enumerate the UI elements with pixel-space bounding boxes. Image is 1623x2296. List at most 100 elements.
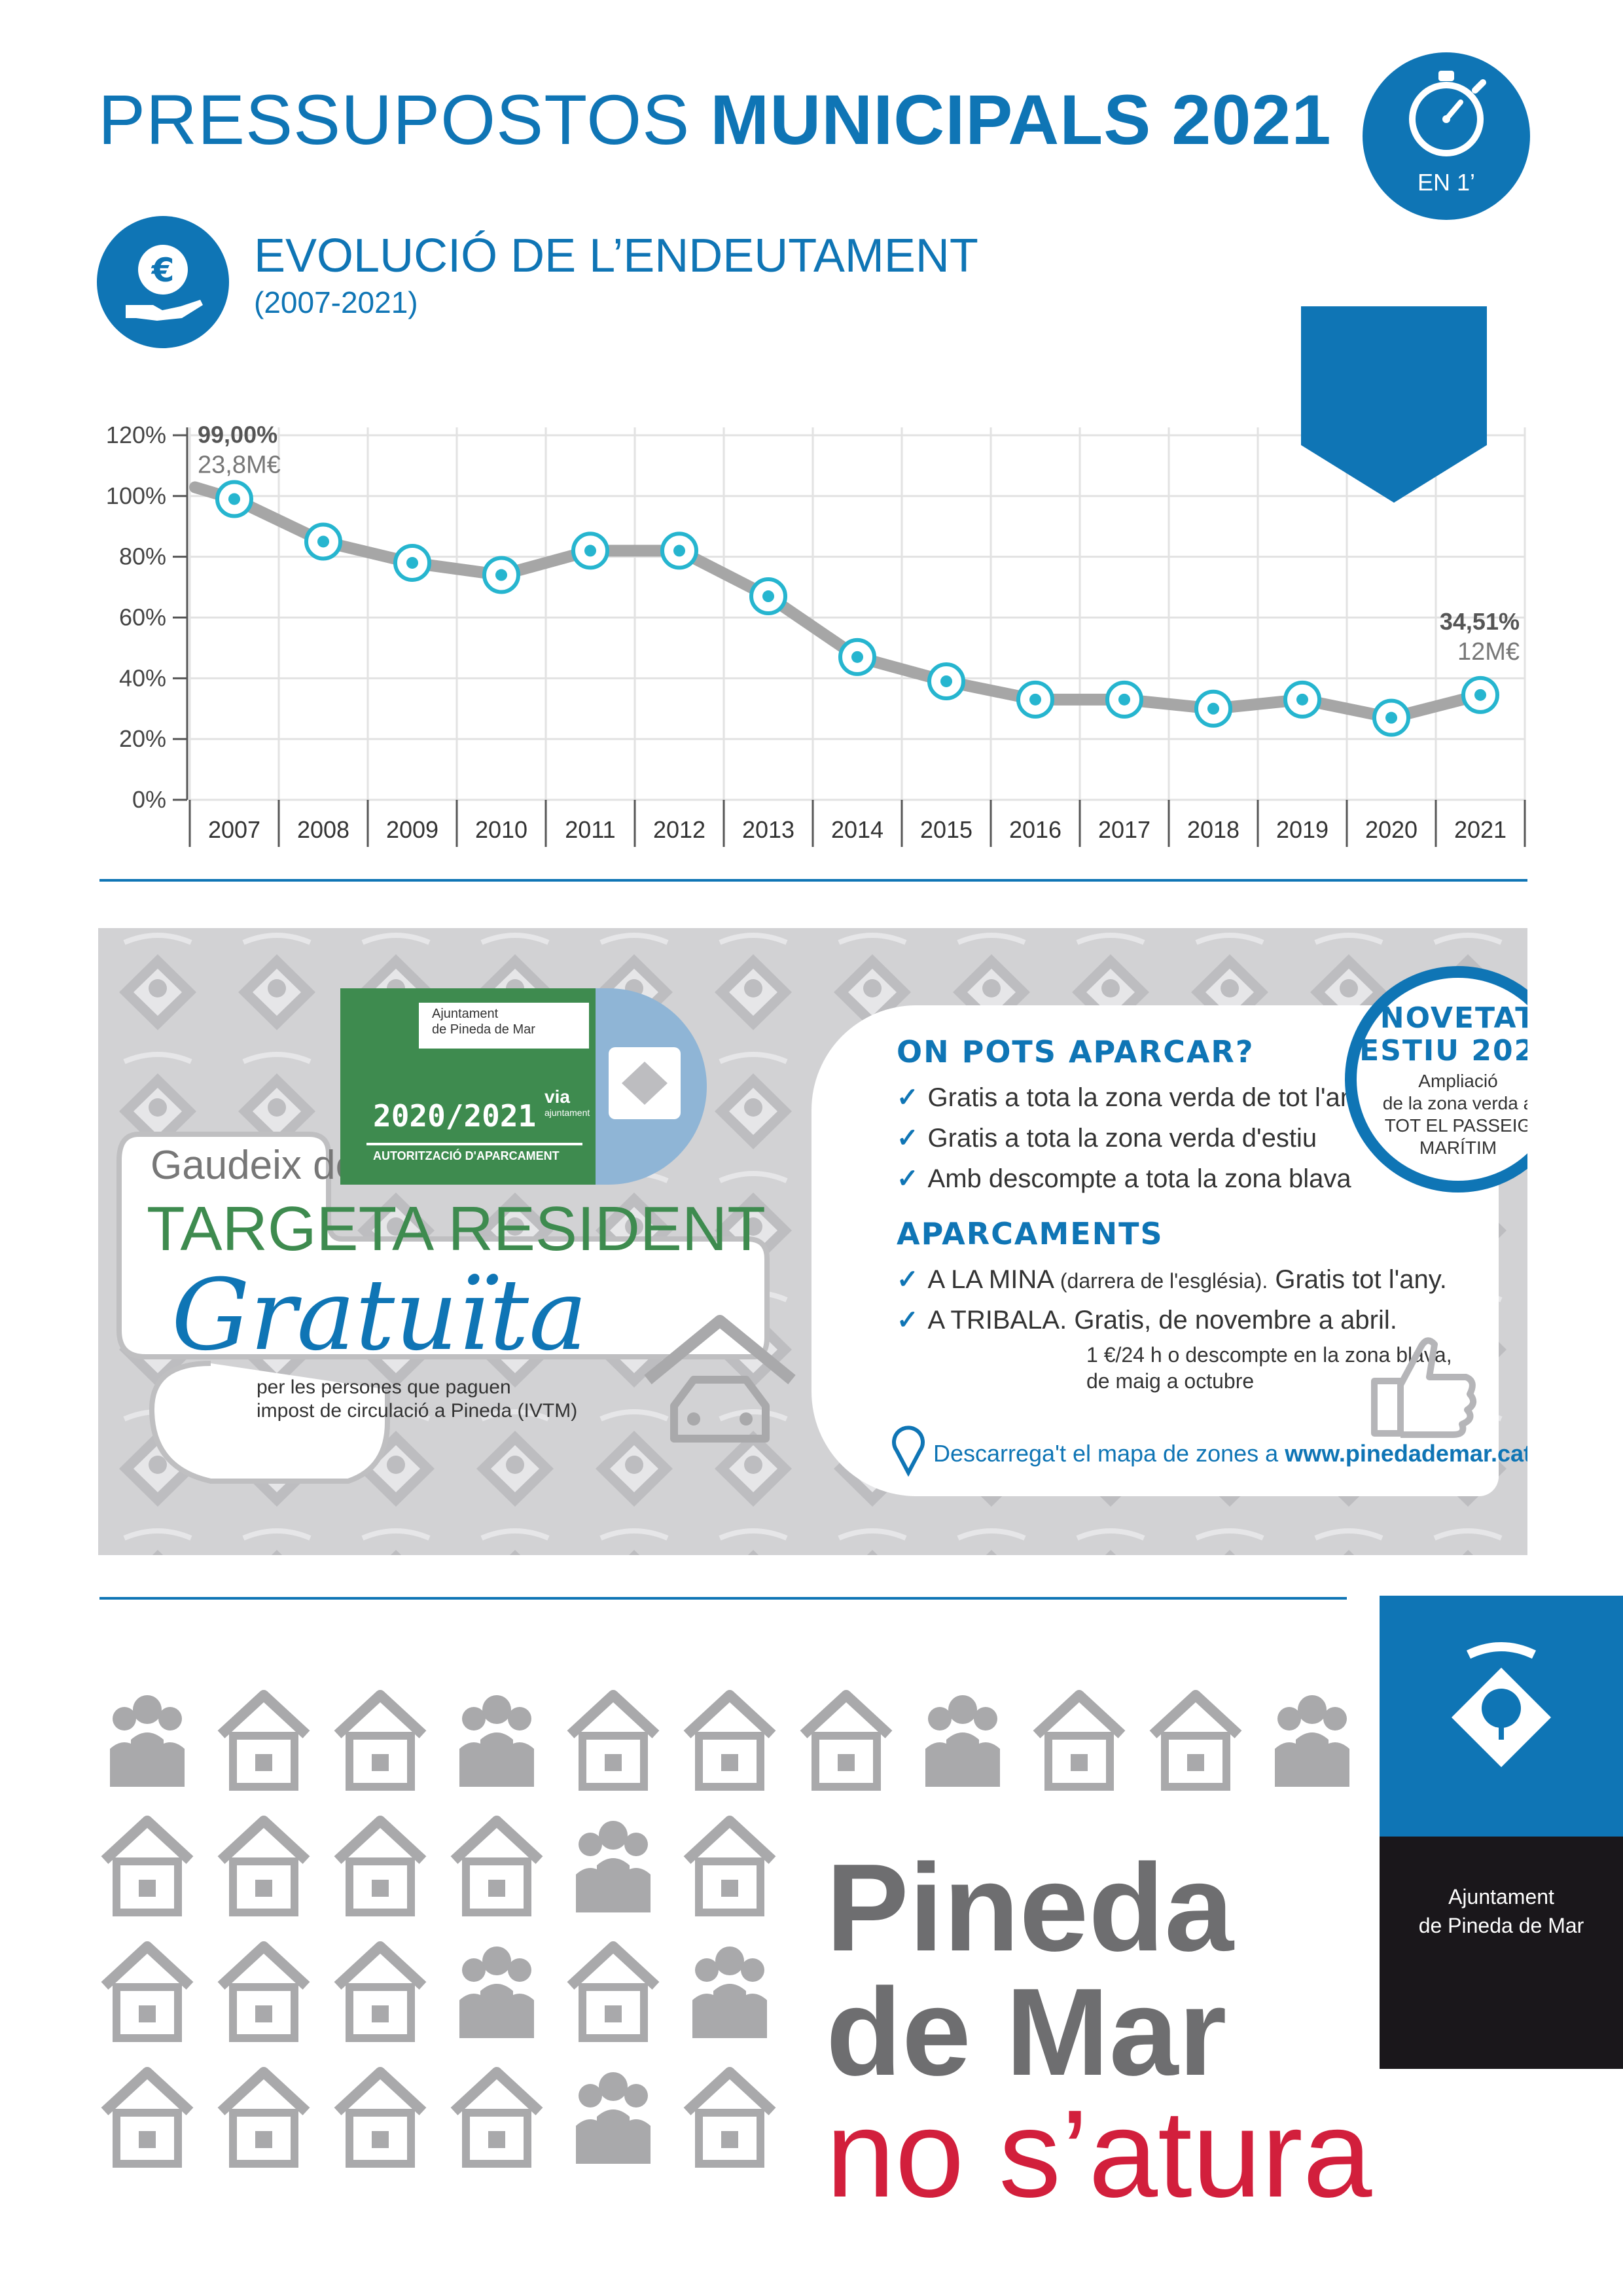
persons-line-1: per les persones que paguen <box>257 1376 511 1398</box>
page-title: PRESSUPOSTOS MUNICIPALS 2021 <box>98 79 1332 160</box>
novetat-title-1: NOVETAT <box>1380 1001 1527 1035</box>
data-point <box>1105 680 1143 719</box>
x-tick-label: 2021 <box>1454 816 1507 843</box>
houses-people-grid <box>101 1690 1349 2168</box>
house-icon <box>217 1816 310 1916</box>
y-tick-label: 20% <box>119 725 166 752</box>
org-line-2: de Pineda de Mar <box>1418 1914 1584 1937</box>
divider-top <box>99 879 1527 882</box>
card-org-line-2: de Pineda de Mar <box>432 1022 535 1037</box>
data-point-dot <box>317 535 329 548</box>
y-tick-label: 60% <box>119 604 166 631</box>
y-tick-label: 0% <box>132 786 166 813</box>
x-tick-label: 2014 <box>831 816 883 843</box>
x-tick-label: 2018 <box>1187 816 1240 843</box>
data-point <box>393 543 431 582</box>
download-link[interactable]: www.pinedademar.cat <box>1285 1440 1527 1467</box>
series-line <box>189 481 1486 724</box>
y-tick-label: 40% <box>119 664 166 691</box>
card-year: 2020/2021 <box>373 1098 537 1134</box>
debt-line-chart: 0% 20% 40% 60% 80% 100% 120% 2007 2008 2009 2010 20… <box>106 306 1526 847</box>
x-tick-label: 2019 <box>1276 816 1329 843</box>
people-icon <box>925 1695 1000 1787</box>
data-point <box>1283 680 1321 719</box>
gratuita-label: Gratuïta <box>171 1259 588 1372</box>
where-item: ✓ Gratis a tota la zona verda d'estiu <box>897 1124 1317 1153</box>
house-icon <box>1149 1690 1242 1791</box>
people-icon <box>576 1821 651 1912</box>
annotation-amount: 12M€ <box>1457 638 1520 666</box>
novetat-line-3: TOT EL PASSEIG <box>1384 1115 1527 1136</box>
data-point-dot <box>1207 702 1219 715</box>
data-point-dot <box>762 590 774 603</box>
novetat-line-2: de la zona verda a <box>1382 1093 1527 1113</box>
house-icon <box>683 2067 776 2168</box>
novetat-badge: NOVETAT ESTIU 2021 Ampliació de la zona … <box>1345 966 1527 1193</box>
house-icon <box>334 2067 427 2168</box>
data-point-dot <box>406 556 418 569</box>
data-point <box>304 522 342 561</box>
house-icon <box>450 2067 543 2168</box>
where-title: ON POTS APARCAR? <box>897 1034 1255 1069</box>
house-icon <box>101 1816 194 1916</box>
y-tick-label: 80% <box>119 543 166 570</box>
data-point <box>1461 675 1499 714</box>
download-line: Descarrega't el mapa de zones a www.pine… <box>933 1440 1527 1467</box>
parking-note-1: 1 €/24 h o descompte en la zona blava, <box>1086 1343 1452 1367</box>
check-icon: ✓ <box>897 1265 919 1294</box>
data-point-dot <box>1296 693 1308 706</box>
novetat-line-1: Ampliació <box>1418 1071 1498 1091</box>
data-point-dot <box>851 651 863 663</box>
house-icon <box>101 2067 194 2168</box>
data-point-dot <box>1474 689 1486 701</box>
stopwatch-icon <box>1409 71 1486 156</box>
parking-note-2: de maig a octubre <box>1086 1369 1255 1393</box>
check-icon: ✓ <box>897 1124 919 1153</box>
novetat-title-2: ESTIU 2021 <box>1359 1034 1527 1067</box>
shield-icon <box>622 1062 668 1105</box>
parking-card: Ajuntament de Pineda de Mar 2020/2021 vi… <box>340 988 707 1211</box>
card-via: via <box>544 1086 570 1107</box>
parking-item-mina: ✓ A LA MINA (darrera de l'església). Grat… <box>897 1265 1447 1294</box>
house-icon <box>334 1941 427 2042</box>
data-point <box>1372 698 1410 737</box>
card-via-sub: ajuntament <box>544 1107 590 1118</box>
targeta-resident-label: TARGETA RESIDENT <box>147 1194 766 1264</box>
town-shield-icon <box>1452 1642 1551 1767</box>
data-point <box>1016 680 1054 719</box>
data-point-dot <box>940 675 952 687</box>
house-icon <box>567 1941 660 2042</box>
timer-badge: EN 1’ <box>1363 52 1530 220</box>
data-point <box>838 637 876 676</box>
data-point-dot <box>228 493 240 505</box>
card-org-line-1: Ajuntament <box>432 1007 499 1021</box>
annotation-percent: 34,51% <box>1440 608 1520 635</box>
house-icon <box>683 1690 776 1791</box>
annotation-percent: 99,00% <box>198 421 277 448</box>
map-pin-icon <box>892 1426 925 1477</box>
house-icon <box>101 1941 194 2042</box>
slogan-line-1: Pineda <box>826 1839 1234 1977</box>
x-tick-label: 2009 <box>386 816 438 843</box>
x-tick-label: 2015 <box>920 816 972 843</box>
house-icon <box>567 1690 660 1791</box>
card-auth: AUTORITZACIÓ D'APARCAMENT <box>373 1149 560 1162</box>
novetat-line-4: MARÍTIM <box>1419 1138 1497 1158</box>
people-icon <box>459 1695 534 1787</box>
people-icon <box>110 1695 185 1787</box>
house-icon <box>800 1690 893 1791</box>
data-point <box>215 480 253 518</box>
down-arrow-icon <box>1301 306 1487 503</box>
data-point <box>571 531 609 570</box>
x-tick-label: 2010 <box>475 816 527 843</box>
municipal-logo <box>1380 1596 1623 1837</box>
house-icon <box>450 1816 543 1916</box>
data-point <box>482 556 520 594</box>
annotation-amount: 23,8M€ <box>198 451 281 478</box>
check-icon: ✓ <box>897 1164 919 1193</box>
people-icon <box>692 1946 767 2038</box>
house-icon <box>1033 1690 1126 1791</box>
x-tick-label: 2008 <box>297 816 349 843</box>
resident-card-banner: ON POTS APARCAR? ✓ Gratis a tota la zona … <box>98 928 1527 1555</box>
y-tick-label: 100% <box>106 482 166 509</box>
